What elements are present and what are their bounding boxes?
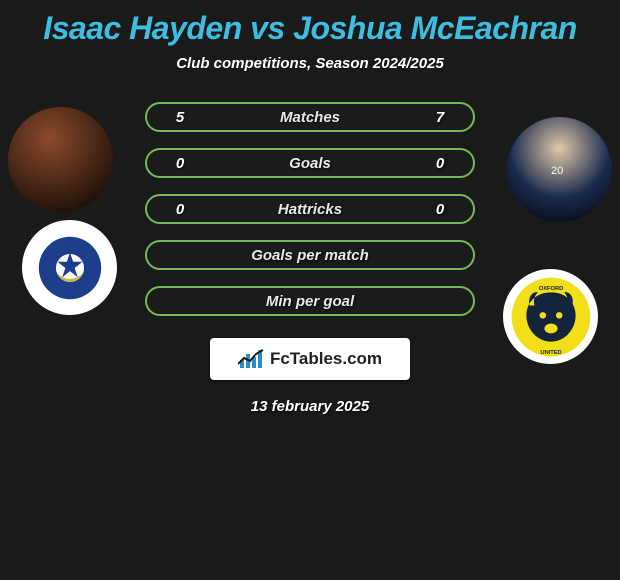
club-left-crest — [22, 220, 117, 315]
stat-label: Hattricks — [278, 201, 342, 218]
stat-left-value: 0 — [171, 155, 189, 172]
oxford-crest-icon: OXFORD UNITED — [510, 276, 592, 358]
stat-right-value: 0 — [431, 201, 449, 218]
svg-text:UNITED: UNITED — [540, 349, 561, 355]
stat-right-value: 0 — [431, 155, 449, 172]
brand-text: FcTables.com — [270, 349, 382, 369]
svg-text:OXFORD: OXFORD — [538, 285, 563, 291]
stat-label: Matches — [280, 109, 340, 126]
subtitle: Club competitions, Season 2024/2025 — [176, 55, 444, 72]
stat-row-matches: 5 Matches 7 — [145, 102, 475, 132]
stat-row-hattricks: 0 Hattricks 0 — [145, 194, 475, 224]
stat-left-value: 5 — [171, 109, 189, 126]
stat-row-min-per-goal: Min per goal — [145, 286, 475, 316]
portsmouth-crest-icon — [31, 229, 109, 307]
page-title: Isaac Hayden vs Joshua McEachran — [43, 10, 577, 47]
stat-label: Goals — [289, 155, 331, 172]
club-right-crest: OXFORD UNITED — [503, 269, 598, 364]
stat-label: Goals per match — [251, 247, 369, 264]
player-right-avatar — [507, 117, 612, 222]
player-left-avatar — [8, 107, 113, 212]
comparison-panel: OXFORD UNITED 5 Matches 7 0 Goals 0 0 Ha… — [0, 102, 620, 415]
stat-row-goals-per-match: Goals per match — [145, 240, 475, 270]
date-label: 13 february 2025 — [251, 398, 369, 415]
brand-badge[interactable]: FcTables.com — [210, 338, 410, 380]
fctables-logo-icon — [238, 348, 264, 370]
stat-row-goals: 0 Goals 0 — [145, 148, 475, 178]
stat-label: Min per goal — [266, 293, 354, 310]
stat-right-value: 7 — [431, 109, 449, 126]
stat-left-value: 0 — [171, 201, 189, 218]
